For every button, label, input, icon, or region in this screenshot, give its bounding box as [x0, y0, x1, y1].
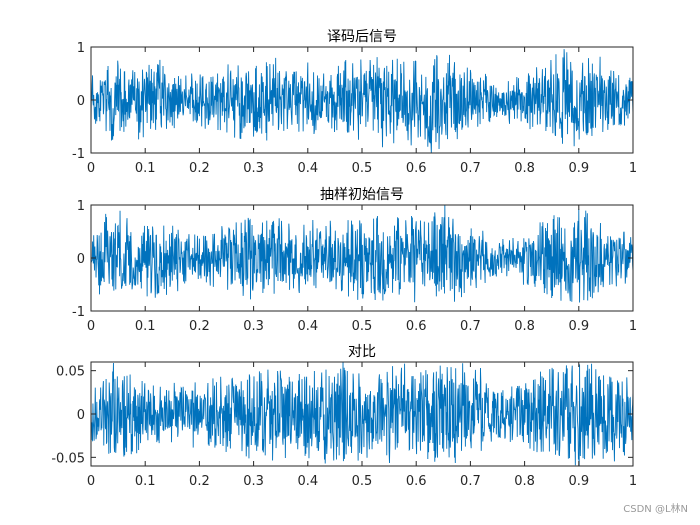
- x-tick-label: 0.3: [243, 161, 264, 176]
- y-tick-label: 0: [77, 94, 85, 109]
- x-tick-label: 0.1: [135, 319, 156, 334]
- x-tick-label: 0.6: [406, 161, 427, 176]
- y-tick-label: 0: [77, 252, 85, 267]
- x-tick-label: 0: [87, 161, 95, 176]
- series-line: [91, 362, 633, 466]
- x-tick-label: 0.7: [460, 319, 481, 334]
- x-tick-label: 0.4: [297, 161, 318, 176]
- x-tick-label: 0.6: [406, 319, 427, 334]
- x-tick-label: 0.1: [135, 474, 156, 489]
- x-tick-label: 0.7: [460, 161, 481, 176]
- x-tick-label: 1: [629, 474, 637, 489]
- x-tick-label: 0.8: [514, 161, 535, 176]
- x-tick-label: 0.4: [297, 319, 318, 334]
- x-tick-label: 0.9: [568, 161, 589, 176]
- x-tick-label: 0.5: [352, 474, 373, 489]
- y-tick-label: 0.05: [56, 365, 85, 380]
- y-tick-label: 0: [77, 408, 85, 423]
- chart-title: 对比: [348, 344, 376, 360]
- x-tick-label: 0.7: [460, 474, 481, 489]
- chart-title: 抽样初始信号: [320, 186, 404, 203]
- x-tick-label: 0.1: [135, 161, 156, 176]
- y-tick-label: -0.05: [51, 451, 85, 466]
- x-tick-label: 0.3: [243, 474, 264, 489]
- x-tick-label: 0: [87, 319, 95, 334]
- subplot-3: 0 0.1 0.2 0.3 0.4 0.5 0.6 0.7 0.8 0.9 1-0.0500.05对…: [51, 344, 637, 489]
- x-tick-label: 0.8: [514, 319, 535, 334]
- x-tick-label: 0.2: [189, 319, 210, 334]
- x-tick-label: 0.4: [297, 474, 318, 489]
- x-tick-label: 0.2: [189, 161, 210, 176]
- series-line: [91, 205, 633, 303]
- watermark: CSDN @L林N: [623, 504, 688, 515]
- x-tick-label: 0: [87, 474, 95, 489]
- x-tick-label: 0.9: [568, 474, 589, 489]
- x-tick-label: 0.6: [406, 474, 427, 489]
- y-tick-label: -1: [72, 147, 85, 162]
- y-tick-label: 1: [77, 41, 85, 56]
- x-tick-label: 0.5: [352, 319, 373, 334]
- y-tick-label: 1: [77, 199, 85, 214]
- series-line: [91, 49, 633, 153]
- x-tick-label: 0.9: [568, 319, 589, 334]
- x-tick-label: 0.3: [243, 319, 264, 334]
- chart-title: 译码后信号: [327, 29, 397, 45]
- x-tick-label: 1: [629, 161, 637, 176]
- x-tick-label: 0.5: [352, 161, 373, 176]
- x-tick-label: 1: [629, 319, 637, 334]
- x-tick-label: 0.2: [189, 474, 210, 489]
- y-tick-label: -1: [72, 305, 85, 320]
- x-tick-label: 0.8: [514, 474, 535, 489]
